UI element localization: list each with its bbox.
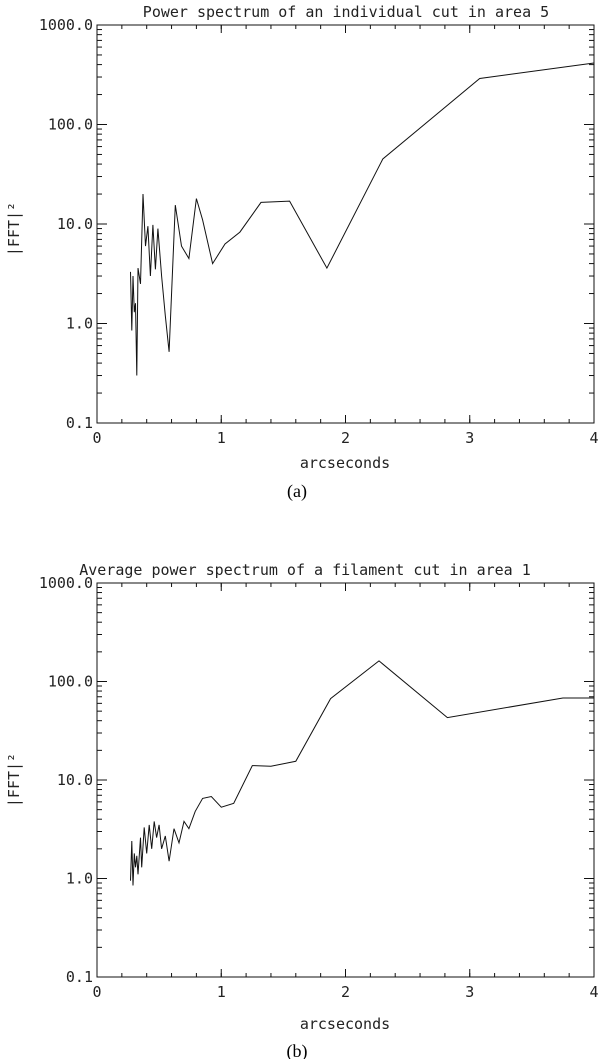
chart-a-series-line	[130, 62, 595, 376]
chart-a-caption: (a)	[287, 481, 307, 502]
chart-b-plot: 0 1 2 3 4 0.1 1.0 10.0 100.0 1000.0	[39, 574, 599, 1001]
chart-a-xtick-label: 4	[589, 429, 598, 447]
chart-a-ytick-label: 0.1	[66, 414, 93, 432]
chart-a-title: Power spectrum of an individual cut in a…	[143, 3, 549, 21]
chart-b-ytick-label: 1.0	[66, 870, 93, 888]
chart-a-ytick-label: 1000.0	[39, 16, 93, 34]
chart-a-xtick-label: 1	[217, 429, 226, 447]
chart-b-xtick-label: 0	[92, 983, 101, 1001]
chart-a: Power spectrum of an individual cut in a…	[5, 3, 599, 502]
chart-a-ytick-label: 1.0	[66, 315, 93, 333]
chart-b-xtick-label: 1	[217, 983, 226, 1001]
chart-b-ytick-label: 0.1	[66, 968, 93, 986]
chart-b-ytick-label: 10.0	[57, 771, 93, 789]
chart-a-plot: 0 1 2 3 4 0.1 1.0 10.0 100.0 1000.0	[39, 16, 599, 447]
chart-b-ytick-label: 100.0	[48, 673, 93, 691]
chart-a-xtick-label: 3	[465, 429, 474, 447]
chart-b-xtick-label: 3	[465, 983, 474, 1001]
figure-a: Power spectrum of an individual cut in a…	[5, 3, 599, 502]
chart-b-ylabel: |FFT|²	[5, 753, 23, 807]
chart-a-ylabel: |FFT|²	[5, 202, 23, 256]
chart-a-xtick-label: 2	[341, 429, 350, 447]
chart-b-xlabel: arcseconds	[300, 1015, 390, 1033]
chart-b-ytick-label: 1000.0	[39, 574, 93, 592]
chart-a-ytick-label: 10.0	[57, 215, 93, 233]
chart-a-xlabel: arcseconds	[300, 454, 390, 472]
chart-a-xtick-label: 0	[92, 429, 101, 447]
chart-b-series-line	[130, 660, 594, 886]
chart-b-frame	[96, 582, 595, 978]
chart-b: Average power spectrum of a filament cut…	[5, 561, 599, 1059]
chart-a-ytick-label: 100.0	[48, 116, 93, 134]
chart-b-caption: (b)	[287, 1041, 308, 1059]
chart-b-xtick-label: 2	[341, 983, 350, 1001]
chart-b-xtick-label: 4	[589, 983, 598, 1001]
figure-b: Average power spectrum of a filament cut…	[0, 530, 600, 1059]
chart-b-title: Average power spectrum of a filament cut…	[79, 561, 531, 579]
chart-a-frame	[96, 24, 595, 424]
